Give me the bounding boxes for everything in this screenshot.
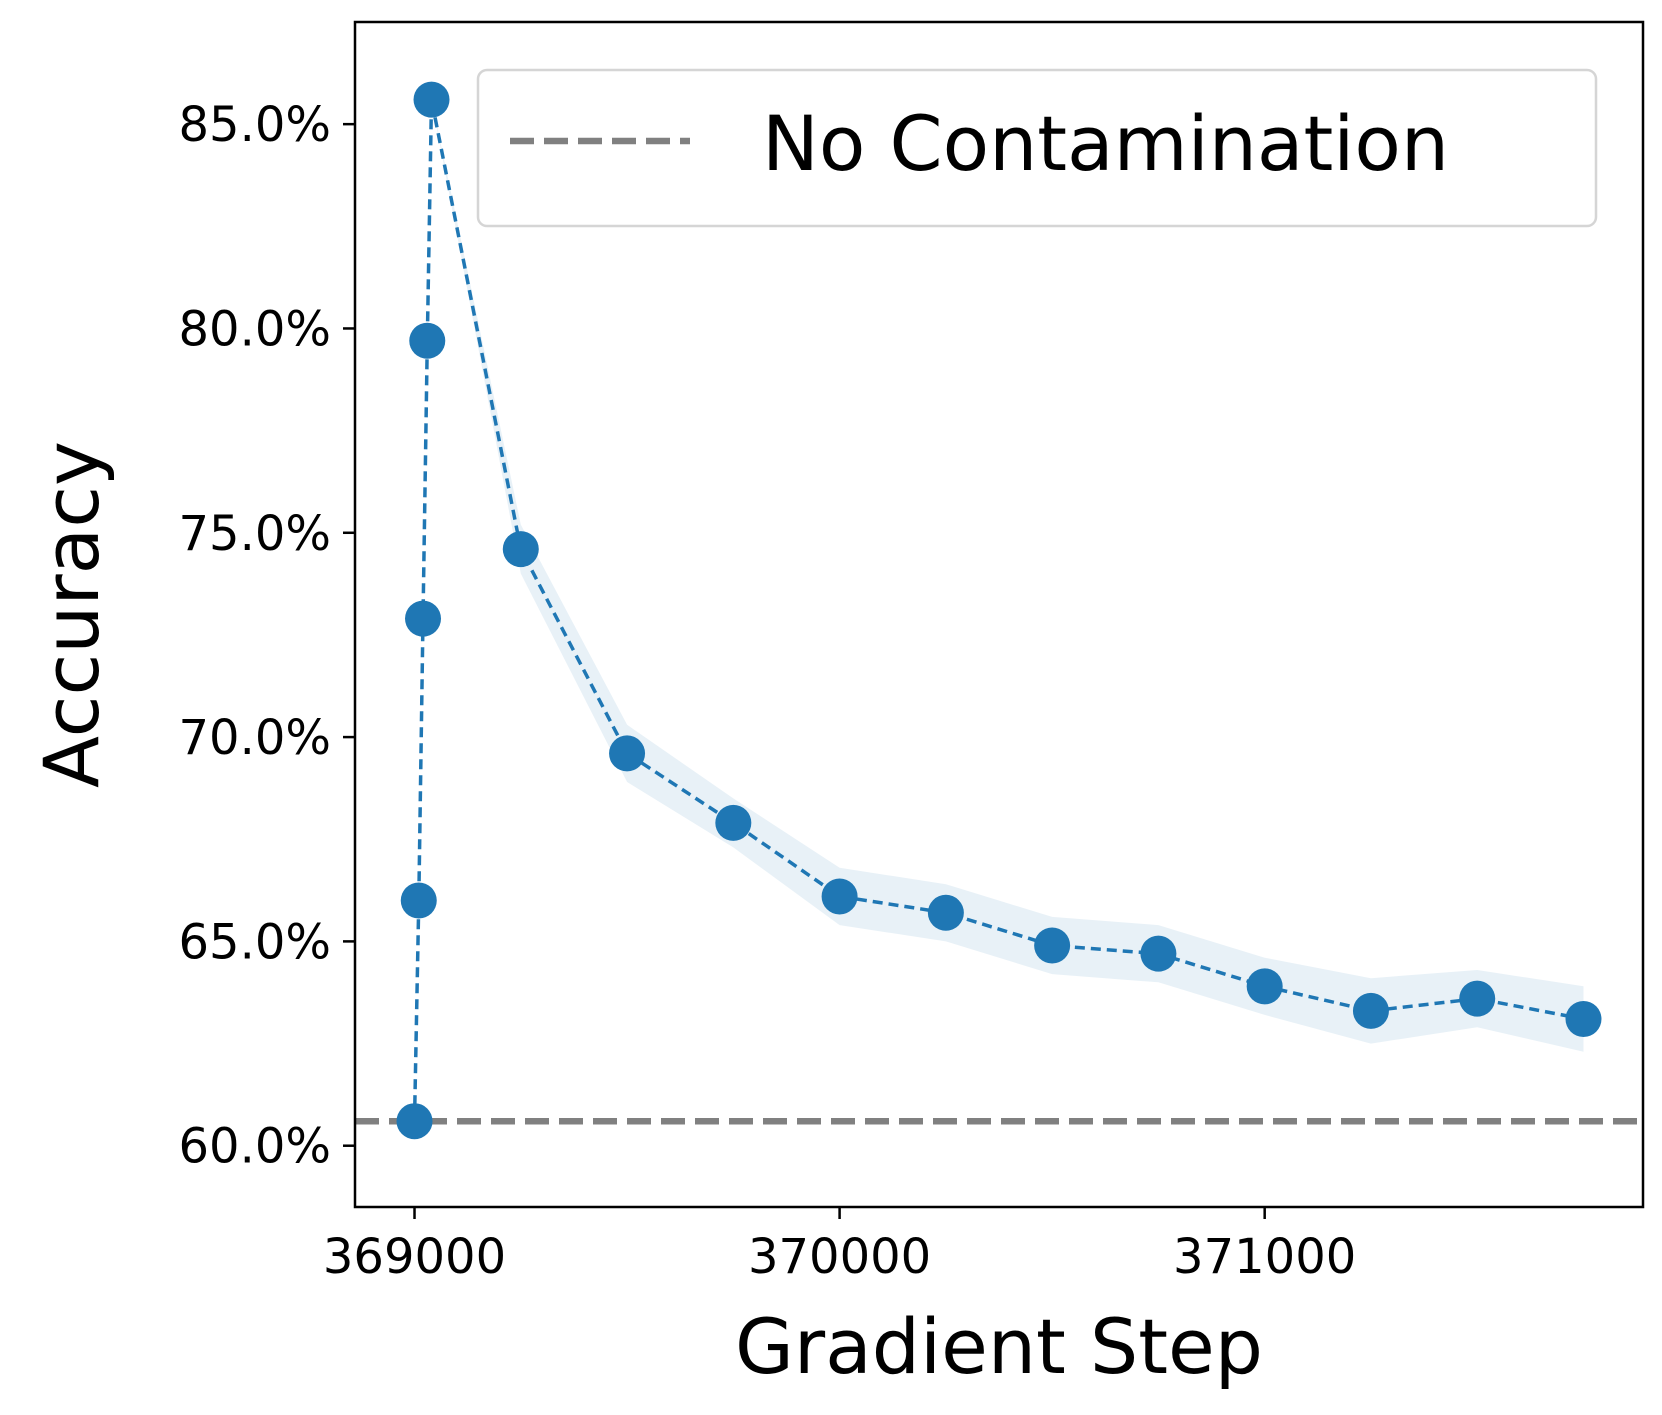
data-point (715, 804, 752, 841)
y-tick-label: 75.0% (179, 506, 331, 562)
legend-box (476, 68, 1598, 228)
data-point (821, 878, 858, 915)
series-line (412, 99, 1584, 1122)
data-point (1246, 968, 1283, 1005)
data-point (1140, 935, 1177, 972)
y-tick-label: 65.0% (179, 914, 331, 970)
legend: No Contamination (476, 68, 1598, 228)
y-tick-label: 60.0% (179, 1119, 331, 1175)
data-point (1459, 980, 1496, 1017)
series-confidence-band (414, 99, 1584, 1122)
plot-area (355, 81, 1643, 1140)
data-point (400, 882, 437, 919)
data-point (396, 1103, 433, 1140)
plot-frame (353, 20, 1645, 1209)
x-tick-label: 370000 (748, 1229, 931, 1285)
x-tick-label: 369000 (323, 1229, 506, 1285)
x-axis-title: Gradient Step (735, 1302, 1263, 1391)
data-point (609, 735, 646, 772)
data-point (409, 322, 446, 359)
legend-label-no-contamination: No Contamination (762, 99, 1449, 188)
data-point (927, 894, 964, 931)
y-tick-label: 70.0% (179, 710, 331, 766)
data-point (1034, 927, 1071, 964)
x-tick-label: 371000 (1173, 1229, 1356, 1285)
data-point (413, 81, 450, 118)
y-axis-title: Accuracy (27, 441, 116, 788)
data-point (1352, 992, 1389, 1029)
data-point (1565, 1001, 1602, 1038)
data-point (405, 600, 442, 637)
data-point (502, 531, 539, 568)
y-tick-label: 85.0% (179, 97, 331, 153)
axis-ticks: 369000 370000 371000 60.0% 65.0% 70.0% 75.0% 80… (179, 97, 1357, 1285)
y-tick-label: 80.0% (179, 301, 331, 357)
